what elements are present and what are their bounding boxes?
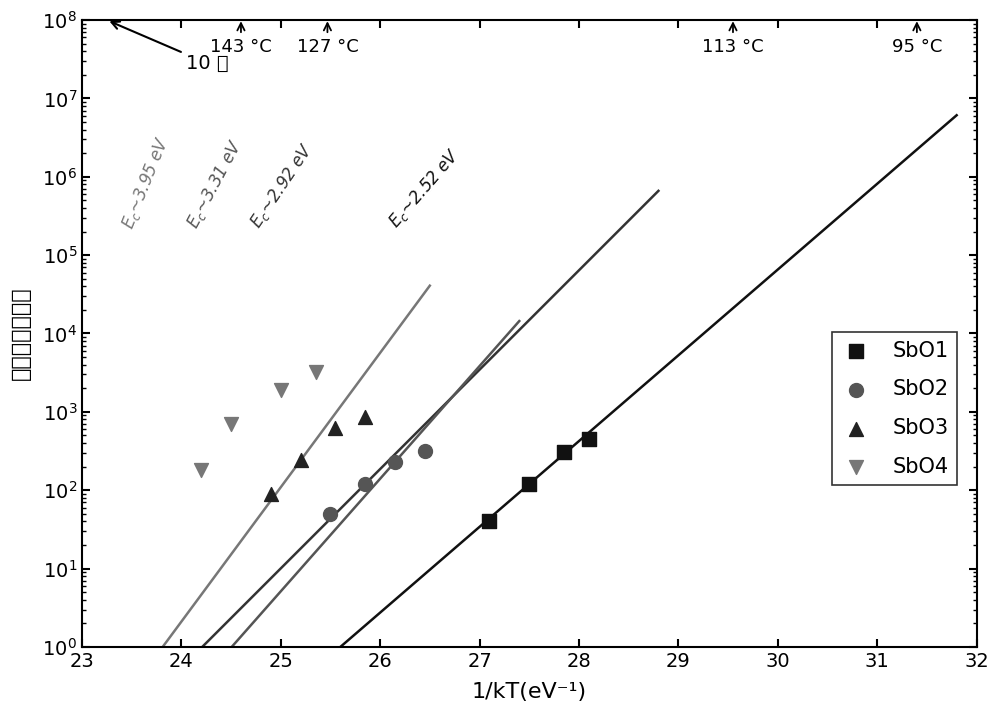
Text: 143 °C: 143 °C bbox=[210, 24, 272, 56]
SbO4 bbox=[193, 464, 209, 476]
SbO4 bbox=[223, 419, 239, 430]
SbO3 bbox=[293, 455, 309, 466]
Text: $E_c$~2.52 eV: $E_c$~2.52 eV bbox=[385, 144, 464, 232]
Y-axis label: 失效时间（秒）: 失效时间（秒） bbox=[11, 287, 31, 380]
SbO3 bbox=[263, 488, 279, 500]
Text: 113 °C: 113 °C bbox=[702, 24, 764, 56]
SbO2 bbox=[417, 445, 433, 456]
SbO4 bbox=[308, 366, 324, 378]
Text: $E_c$~2.92 eV: $E_c$~2.92 eV bbox=[246, 139, 318, 232]
SbO2 bbox=[387, 456, 403, 468]
Text: $E_c$~3.31 eV: $E_c$~3.31 eV bbox=[184, 135, 247, 232]
X-axis label: 1/kT(eV⁻¹): 1/kT(eV⁻¹) bbox=[472, 682, 587, 702]
Text: $E_c$~3.95 eV: $E_c$~3.95 eV bbox=[118, 133, 173, 232]
SbO2 bbox=[357, 478, 373, 490]
SbO3 bbox=[327, 422, 343, 434]
SbO2 bbox=[322, 508, 338, 520]
Legend: SbO1, SbO2, SbO3, SbO4: SbO1, SbO2, SbO3, SbO4 bbox=[832, 332, 957, 485]
Text: 95 °C: 95 °C bbox=[892, 24, 942, 56]
SbO1 bbox=[481, 515, 497, 527]
Text: 127 °C: 127 °C bbox=[297, 24, 358, 56]
SbO3 bbox=[357, 411, 373, 423]
Text: 10 年: 10 年 bbox=[111, 21, 229, 73]
SbO1 bbox=[521, 478, 537, 490]
SbO4 bbox=[273, 384, 289, 396]
SbO1 bbox=[581, 434, 597, 445]
SbO1 bbox=[556, 446, 572, 458]
